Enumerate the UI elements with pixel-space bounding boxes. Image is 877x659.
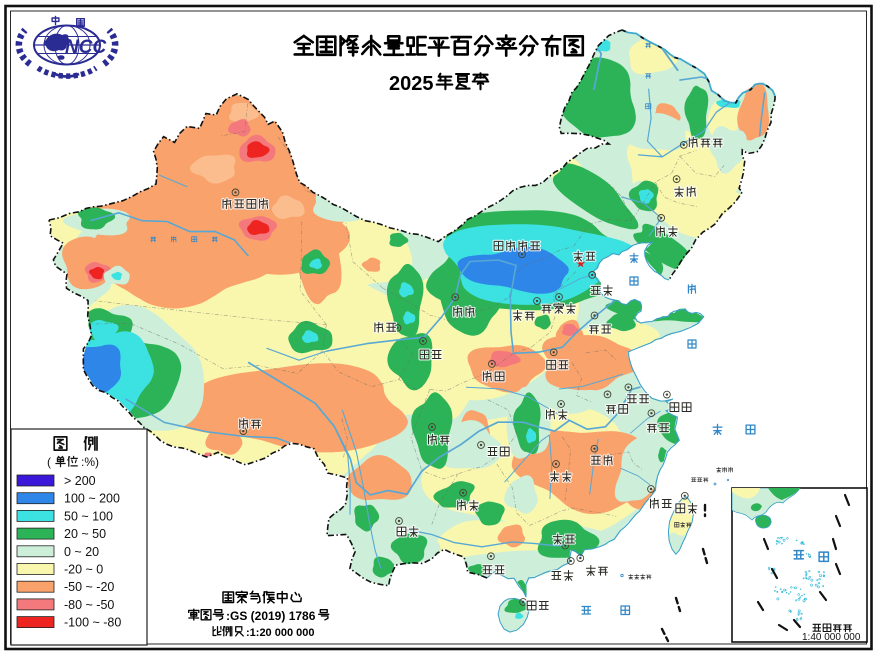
svg-text::GS (2019) 1786: :GS (2019) 1786 bbox=[226, 609, 316, 623]
svg-text:100 ~ 200: 100 ~ 200 bbox=[64, 492, 120, 506]
svg-text:50 ~ 100: 50 ~ 100 bbox=[64, 509, 113, 523]
svg-text:> 200: > 200 bbox=[64, 474, 96, 488]
svg-text:-20 ~ 0: -20 ~ 0 bbox=[64, 563, 103, 577]
svg-text:(: ( bbox=[47, 455, 51, 469]
svg-text:-80 ~ -50: -80 ~ -50 bbox=[64, 598, 114, 612]
svg-text:-50 ~ -20: -50 ~ -20 bbox=[64, 580, 114, 594]
svg-text:20 ~ 50: 20 ~ 50 bbox=[64, 527, 106, 541]
svg-text:-100 ~ -80: -100 ~ -80 bbox=[64, 616, 121, 630]
svg-text:0 ~ 20: 0 ~ 20 bbox=[64, 545, 99, 559]
svg-text::1:20 000 000: :1:20 000 000 bbox=[246, 627, 315, 639]
svg-text:NCC: NCC bbox=[65, 37, 106, 58]
svg-text:1:40 000 000: 1:40 000 000 bbox=[802, 632, 861, 643]
svg-text::%): :%) bbox=[81, 455, 99, 469]
svg-text:2025: 2025 bbox=[389, 73, 434, 95]
